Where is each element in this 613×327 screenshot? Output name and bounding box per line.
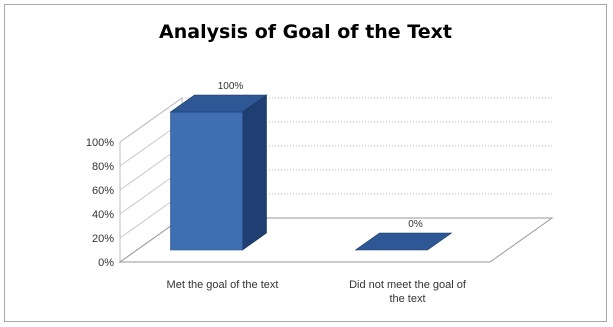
x-tick-label: the text <box>389 293 425 305</box>
bar-front <box>170 111 243 251</box>
y-tick-label: 100% <box>86 137 114 149</box>
bar-2 <box>354 232 453 251</box>
y-tick-label: 60% <box>92 185 114 197</box>
bar-top <box>169 94 268 113</box>
bar-top <box>354 232 453 251</box>
labels: 0% 20% 40% 60% 80% 100% 100% Met the goal of th… <box>86 81 467 305</box>
y-tick-label: 80% <box>92 161 114 173</box>
bars <box>169 94 453 251</box>
bar-1 <box>169 94 268 251</box>
data-label: 0% <box>408 219 423 230</box>
chart-title: Analysis of Goal of the Text <box>159 21 452 43</box>
data-label: 100% <box>218 81 244 92</box>
y-tick-label: 0% <box>98 257 114 269</box>
x-tick-label: Met the goal of the text <box>167 279 279 291</box>
y-tick-label: 20% <box>92 233 114 245</box>
chart-frame: Analysis of Goal of the Text <box>4 4 607 322</box>
x-tick-label: Did not meet the goal of <box>349 279 467 291</box>
floor <box>118 217 554 263</box>
y-tick-label: 40% <box>92 209 114 221</box>
bar-side <box>242 94 267 251</box>
